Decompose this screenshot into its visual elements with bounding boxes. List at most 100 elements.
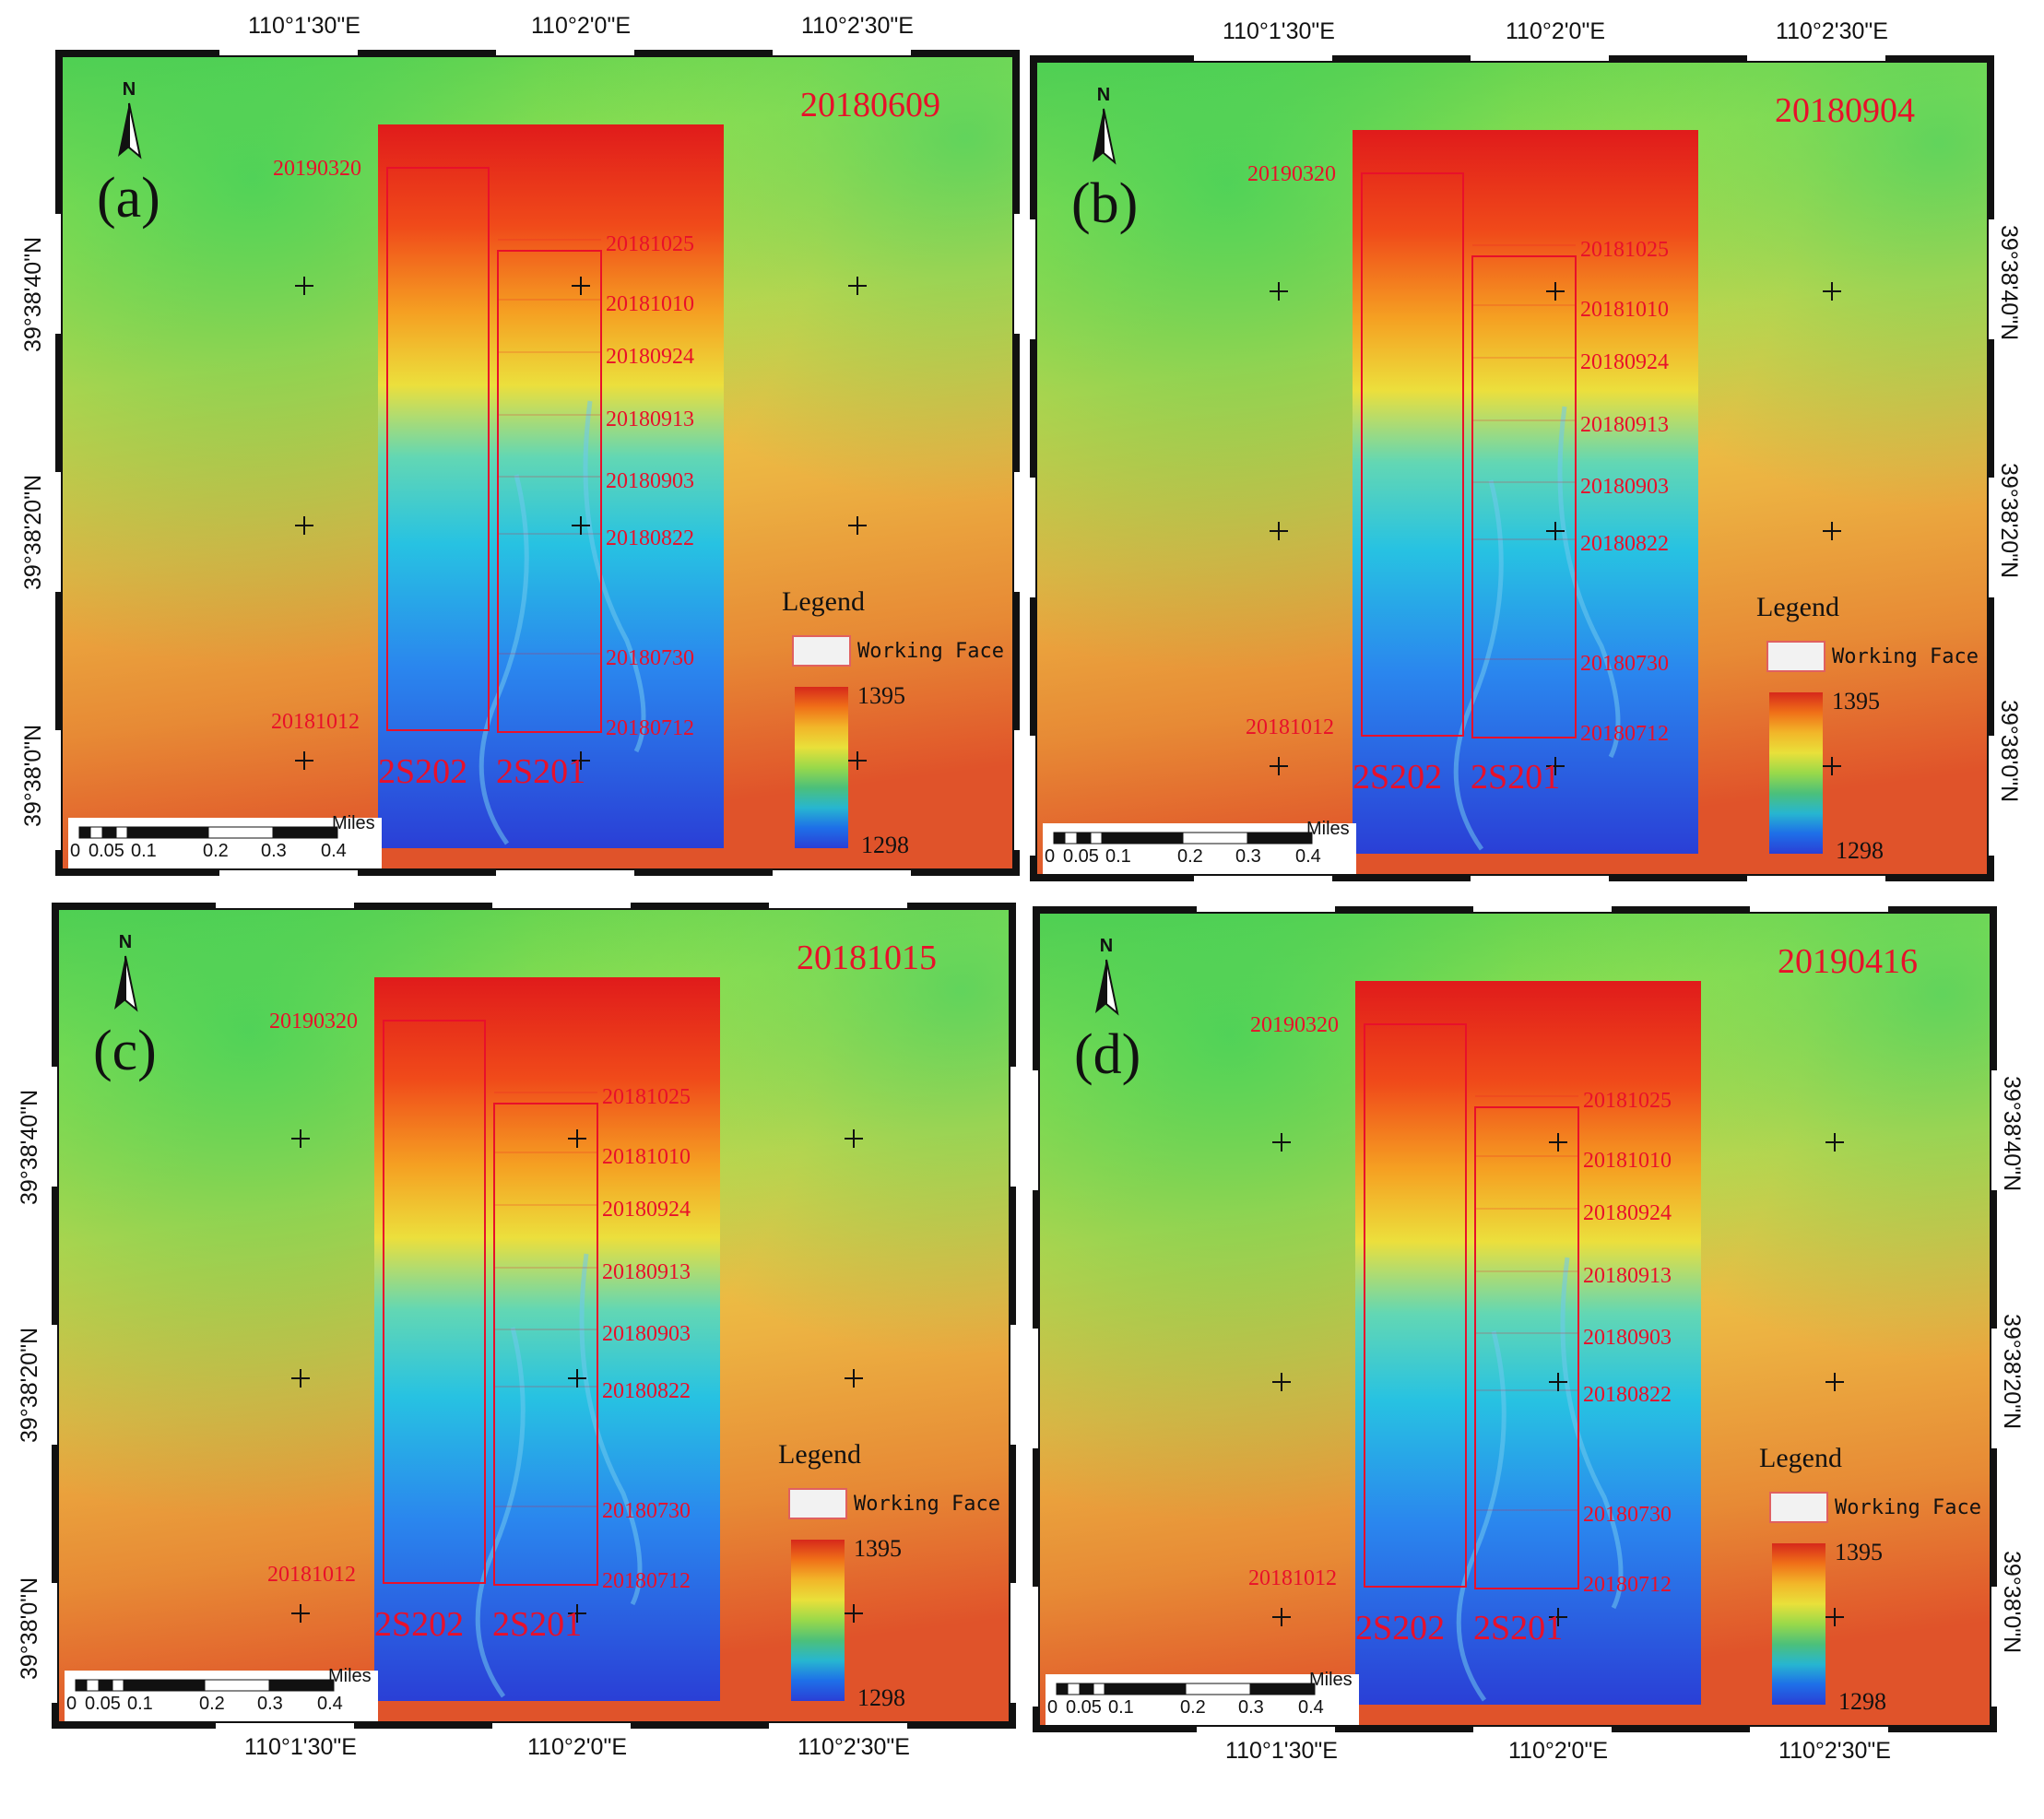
- face-date-top-left: 20190320: [1247, 162, 1336, 186]
- face-advance-date: 20180903: [1580, 475, 1669, 499]
- lon-label-top: 110°2'0"E: [1506, 18, 1605, 44]
- north-arrow-icon: [1093, 108, 1117, 165]
- legend-item-label: Working Face: [1835, 1496, 1981, 1519]
- panel-letter: (d): [1074, 1023, 1141, 1086]
- working-face-2s201: [493, 1103, 598, 1586]
- lat-label-left: 39°38'20"N: [17, 1327, 42, 1443]
- north-label: N: [118, 932, 133, 952]
- face-date-bottom-left: 20181012: [1246, 715, 1334, 739]
- graticule-cross: [572, 277, 590, 295]
- panel-date-title: 20180609: [800, 86, 940, 124]
- face-advance-date: 20181025: [606, 232, 694, 256]
- working-face-2s202: [1361, 172, 1464, 737]
- elevation-color-ramp: [791, 1540, 845, 1701]
- map-canvas: [52, 903, 1016, 1729]
- map-canvas: [55, 50, 1020, 876]
- graticule-cross: [572, 516, 590, 535]
- graticule-cross: [845, 1604, 863, 1623]
- graticule-cross: [291, 1369, 310, 1388]
- face-date-bottom-left: 20181012: [267, 1563, 356, 1587]
- scale-bar-box: [1043, 823, 1356, 874]
- north-label: N: [1096, 85, 1111, 105]
- face-advance-date: 20180712: [1583, 1573, 1672, 1597]
- scale-unit: Miles: [1306, 819, 1350, 839]
- scale-tick: 0.3: [1235, 846, 1261, 867]
- lat-label-right: 39°38'0"N: [1996, 700, 2022, 803]
- lon-label-top: 110°1'30"E: [1223, 18, 1335, 44]
- map-canvas: [1033, 906, 1997, 1732]
- face-name-2s201: 2S201: [496, 752, 586, 791]
- working-face-swatch: [792, 635, 851, 667]
- face-date-bottom-left: 20181012: [271, 710, 360, 734]
- working-face-2s202: [1364, 1023, 1467, 1588]
- scale-tick: 0.3: [261, 841, 287, 861]
- graticule-cross: [845, 1129, 863, 1148]
- scale-tick: 0.1: [131, 841, 157, 861]
- face-date-bottom-left: 20181012: [1248, 1566, 1337, 1590]
- north-arrow-icon: [118, 102, 142, 159]
- scale-tick: 0.05: [1066, 1697, 1102, 1718]
- working-face-swatch: [1766, 641, 1825, 672]
- face-advance-date: 20180730: [602, 1499, 691, 1523]
- lat-label-left: 39°38'20"N: [20, 474, 46, 590]
- lon-label-top: 110°2'0"E: [531, 13, 631, 39]
- elevation-color-ramp: [1769, 692, 1823, 854]
- face-advance-date: 20180913: [1580, 413, 1669, 437]
- legend-max: 1395: [1832, 688, 1880, 715]
- face-advance-date: 20180903: [1583, 1326, 1672, 1350]
- lat-label-right: 39°38'40"N: [1999, 1076, 2025, 1192]
- graticule-cross: [1272, 1133, 1291, 1152]
- lat-label-left: 39°38'0"N: [20, 724, 46, 827]
- lon-label-top: 110°2'30"E: [801, 13, 914, 39]
- working-face-2s202: [383, 1020, 486, 1584]
- working-face-2s201: [497, 250, 602, 733]
- dem-inset: [1353, 130, 1698, 854]
- face-advance-date: 20180822: [606, 526, 694, 550]
- face-advance-date: 20181010: [1583, 1149, 1672, 1173]
- graticule-cross: [1825, 1608, 1844, 1626]
- legend-title: Legend: [782, 586, 865, 617]
- working-face-2s201: [1471, 255, 1577, 738]
- face-advance-date: 20180730: [606, 646, 694, 670]
- legend-min: 1298: [1838, 1688, 1886, 1715]
- lon-label-bottom: 110°1'30"E: [244, 1734, 357, 1760]
- graticule-cross: [1823, 522, 1841, 540]
- face-date-top-left: 20190320: [1250, 1013, 1339, 1037]
- graticule-cross: [568, 1369, 586, 1388]
- panel-letter: (b): [1071, 172, 1139, 235]
- scale-tick: 0.05: [1063, 846, 1099, 867]
- scale-tick: 0: [1047, 1697, 1058, 1718]
- face-advance-date: 20180903: [606, 469, 694, 493]
- face-date-top-left: 20190320: [273, 157, 361, 181]
- legend-item-label: Working Face: [1832, 645, 1979, 668]
- scale-bar-box: [65, 1671, 378, 1721]
- legend-min: 1298: [857, 1684, 905, 1711]
- graticule-cross: [1823, 282, 1841, 301]
- map-canvas: [1030, 55, 1994, 881]
- lat-label-left: 39°38'0"N: [17, 1577, 42, 1680]
- face-advance-date: 20180712: [606, 716, 694, 740]
- lon-label-top: 110°2'30"E: [1776, 18, 1888, 44]
- legend-title: Legend: [1759, 1443, 1842, 1473]
- scale-bar-box: [1046, 1674, 1359, 1725]
- graticule-cross: [568, 1129, 586, 1148]
- north-label: N: [122, 79, 136, 100]
- panel-date-title: 20181015: [797, 939, 937, 977]
- face-advance-date: 20180924: [602, 1198, 691, 1222]
- panel-date-title: 20190416: [1778, 942, 1918, 981]
- graticule-cross: [295, 277, 313, 295]
- face-advance-date: 20180822: [602, 1379, 691, 1403]
- lat-label-right: 39°38'20"N: [1996, 463, 2022, 579]
- scale-tick: 0.2: [1180, 1697, 1206, 1718]
- face-advance-date: 20181010: [606, 292, 694, 316]
- working-face-2s202: [386, 167, 490, 731]
- graticule-cross: [1546, 522, 1565, 540]
- face-advance-date: 20180913: [606, 408, 694, 431]
- scale-unit: Miles: [328, 1666, 372, 1686]
- legend-item-label: Working Face: [854, 1493, 1000, 1516]
- scale-tick: 0.4: [1295, 846, 1321, 867]
- lon-label-bottom: 110°2'30"E: [1778, 1738, 1891, 1764]
- face-advance-date: 20181010: [602, 1145, 691, 1169]
- lat-label-right: 39°38'20"N: [1999, 1314, 2025, 1430]
- graticule-cross: [1549, 1608, 1567, 1626]
